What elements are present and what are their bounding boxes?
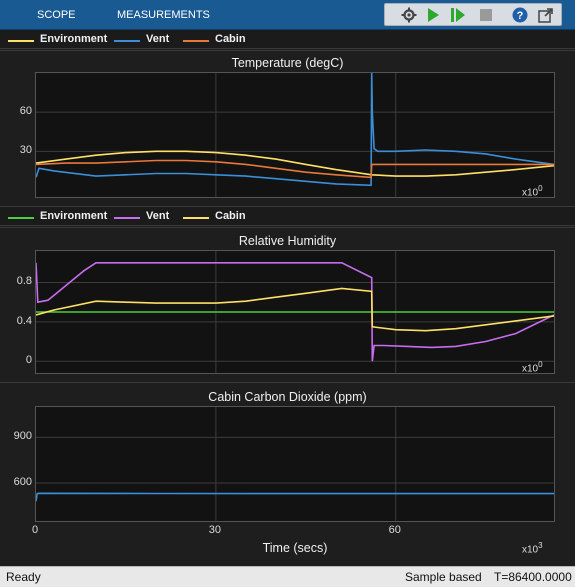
divider [0,50,575,51]
legend-humidity: Environment Vent Cabin [0,207,575,226]
series-line-vent [36,73,554,187]
plot-area [36,251,554,373]
legend-label: Vent [146,33,170,45]
divider [0,206,575,207]
x-exponent-label: x100 [522,184,543,199]
legend-label: Environment [40,33,108,45]
help-icon[interactable]: ? [511,6,529,24]
humidity-axes[interactable] [35,250,555,374]
series-line-vent [36,262,554,362]
step-forward-icon[interactable] [449,6,467,24]
y-tick-label: 900 [13,430,32,443]
x-tick-label: 0 [31,524,39,536]
chart-title-temperature: Temperature (degC) [231,56,344,70]
legend-swatch [183,217,209,219]
temperature-axes[interactable] [35,72,555,198]
series-line-cabin [36,287,554,332]
x-exponent-label: x100 [522,360,543,375]
series-line-cabin [36,159,554,179]
plot-area [36,407,554,521]
stop-icon[interactable] [477,6,495,24]
chart-title-co2: Cabin Carbon Dioxide (ppm) [208,390,367,404]
co2-axes[interactable] [35,406,555,522]
divider [0,382,575,383]
status-bar: Ready Sample based T=86400.0000 [0,566,575,587]
y-tick-label: 0.4 [16,314,32,327]
legend-label: Vent [146,210,170,222]
undock-icon[interactable] [537,6,555,24]
settings-icon[interactable] [400,6,418,24]
plot-area [36,73,554,197]
x-exponent-label: x103 [522,541,543,556]
legend-label: Cabin [215,33,246,45]
svg-text:?: ? [517,10,524,22]
x-tick-label: 60 [388,524,401,536]
legend-temperature: Environment Vent Cabin [0,30,575,49]
legend-label: Environment [40,210,108,222]
status-time: T=86400.0000 [494,570,572,584]
x-tick-label: 30 [208,524,221,536]
y-tick-label: 60 [19,105,32,118]
y-tick-label: 600 [13,476,32,488]
series-line-environment [36,150,554,177]
scope-toolbar: SCOPE MEASUREMENTS ? [0,0,575,30]
run-icon[interactable] [424,6,442,24]
legend-swatch [114,40,140,42]
tab-measurements[interactable]: MEASUREMENTS [117,9,210,21]
tab-scope[interactable]: SCOPE [37,9,76,21]
legend-swatch [183,40,209,42]
status-text: Ready [6,570,41,584]
x-axis-label: Time (secs) [262,541,328,555]
y-tick-label: 30 [19,144,32,157]
status-mode: Sample based [405,570,482,584]
legend-swatch [8,217,34,219]
series-line-co2 [36,492,554,502]
legend-swatch [8,40,34,42]
divider [0,227,575,228]
legend-swatch [114,217,140,219]
toolstrip: ? [384,3,562,26]
y-tick-label: 0.8 [16,275,32,288]
y-tick-label: 0 [25,354,32,367]
chart-title-humidity: Relative Humidity [238,234,337,248]
legend-label: Cabin [215,210,246,222]
